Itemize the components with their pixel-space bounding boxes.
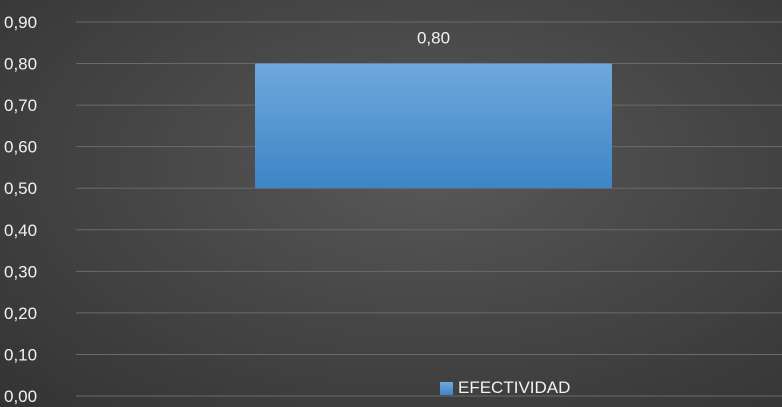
legend-label: EFECTIVIDAD — [458, 378, 571, 397]
y-tick-label: 0,20 — [4, 304, 37, 323]
y-axis-ticks: 0,00 0,10 0,20 0,30 0,40 0,50 0,60 0,70 0,80 0,90 — [4, 13, 37, 406]
data-labels: 0,80 — [417, 29, 450, 48]
legend-swatch — [440, 381, 453, 395]
y-tick-label: 0,60 — [4, 138, 37, 157]
y-tick-label: 0,40 — [4, 221, 37, 240]
y-tick-label: 0,90 — [4, 13, 37, 32]
y-tick-label: 0,50 — [4, 179, 37, 198]
y-tick-label: 0,30 — [4, 262, 37, 281]
y-tick-label: 0,80 — [4, 55, 37, 74]
bar — [255, 63, 612, 189]
y-tick-label: 0,70 — [4, 96, 37, 115]
legend: EFECTIVIDAD — [440, 378, 570, 398]
y-tick-label: 0,00 — [4, 387, 37, 406]
bar-data-label: 0,80 — [417, 29, 450, 48]
y-tick-label: 0,10 — [4, 345, 37, 364]
bars — [255, 63, 612, 189]
